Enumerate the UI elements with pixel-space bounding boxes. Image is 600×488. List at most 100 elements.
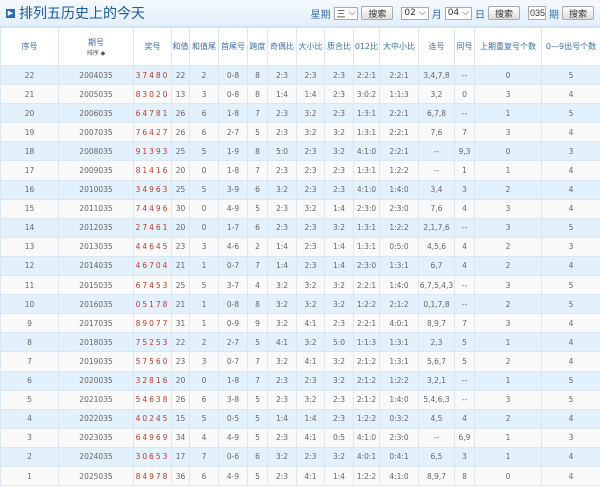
cell-first-last: 1-9: [218, 141, 248, 162]
col-sum: 和值: [171, 27, 190, 66]
cell-same: 0: [454, 84, 475, 105]
col-issue[interactable]: 期号 排序 ◆: [58, 27, 134, 66]
cell-sum-tail: 1: [189, 255, 219, 277]
cell-sum-tail: 6: [189, 103, 219, 124]
cell-ratio-012: 2:1:2: [353, 389, 380, 410]
cell-numbers: 81416: [133, 160, 172, 181]
cell-big-mid-small: 2:2:1: [379, 141, 419, 162]
cell-consecutive: 8,9,7: [418, 313, 455, 334]
cell-digit-count: 4: [541, 351, 600, 372]
cell-digit-count: 4: [541, 198, 600, 219]
cell-numbers: 89077: [133, 313, 172, 334]
col-numbers: 奖号: [133, 27, 172, 66]
cell-odd-even: 1:4: [267, 255, 297, 277]
cell-same: --: [454, 370, 475, 391]
cell-first-last: 3-9: [218, 179, 248, 200]
cell-span: 6: [247, 179, 268, 200]
cell-numbers: 40245: [133, 408, 172, 429]
cell-repeat-count: 3: [474, 122, 542, 143]
day-select[interactable]: 04 ⌵: [444, 6, 472, 20]
cell-consecutive: 2,3: [418, 332, 455, 353]
issue-search-button[interactable]: 搜索: [561, 6, 594, 20]
cell-odd-even: 3:2: [267, 351, 297, 372]
cell-digit-count: 5: [541, 217, 600, 238]
cell-sum: 13: [171, 84, 190, 105]
cell-numbers: 34963: [133, 179, 172, 200]
cell-index: 9: [0, 313, 59, 334]
cell-ratio-012: 2:2:1: [353, 275, 380, 296]
sort-button[interactable]: 排序 ◆: [86, 49, 106, 57]
cell-big-mid-small: 2:2:1: [379, 103, 419, 124]
cell-prime-composite: 1:4: [324, 255, 354, 277]
col-span: 跨度: [247, 27, 268, 66]
cell-sum-tail: 1: [189, 294, 219, 315]
col-big-mid-small: 大中小比: [379, 27, 419, 66]
cell-big-mid-small: 1:4:0: [379, 179, 419, 200]
cell-digit-count: 4: [541, 122, 600, 143]
cell-ratio-012: 4:1:0: [353, 427, 380, 448]
weekday-search-button[interactable]: 搜索: [361, 6, 394, 20]
table-row: 11 2015035 67453 25 5 3-7 4 3:2 3:2 3:2 2:2:1 1:4:0…: [0, 275, 600, 296]
cell-same: 5: [454, 351, 475, 372]
cell-same: 4: [454, 198, 475, 219]
cell-first-last: 4-6: [218, 236, 248, 257]
cell-big-small: 3:2: [296, 122, 325, 143]
cell-big-mid-small: 4:0:1: [379, 313, 419, 334]
cell-span: 7: [247, 103, 268, 124]
cell-repeat-count: 2: [474, 255, 542, 277]
cell-repeat-count: 3: [474, 389, 542, 410]
cell-issue: 2015035: [58, 275, 134, 296]
cell-digit-count: 4: [541, 446, 600, 467]
cell-ratio-012: 4:1:0: [353, 141, 380, 162]
cell-digit-count: 4: [541, 465, 600, 487]
cell-numbers: 91393: [133, 141, 172, 162]
cell-digit-count: 4: [541, 332, 600, 353]
cell-same: 4: [454, 236, 475, 257]
col-same: 同号: [454, 27, 475, 66]
cell-prime-composite: 3:2: [324, 275, 354, 296]
cell-digit-count: 3: [541, 236, 600, 257]
cell-repeat-count: 2: [474, 408, 542, 429]
cell-consecutive: 3,4: [418, 179, 455, 200]
cell-first-last: 0-8: [218, 294, 248, 315]
cell-consecutive: 6,7,8: [418, 103, 455, 124]
cell-numbers: 76427: [133, 122, 172, 143]
cell-repeat-count: 1: [474, 103, 542, 124]
weekday-select[interactable]: 三 ⌵: [333, 6, 359, 20]
cell-big-small: 1:4: [296, 84, 325, 105]
cell-first-last: 1-7: [218, 217, 248, 238]
cell-same: 3: [454, 446, 475, 467]
cell-consecutive: 8,9,7: [418, 465, 455, 487]
cell-odd-even: 2:3: [267, 389, 297, 410]
cell-span: 5: [247, 198, 268, 219]
cell-index: 6: [0, 370, 59, 391]
cell-big-small: 2:3: [296, 217, 325, 238]
month-select[interactable]: 02 ⌵: [401, 6, 429, 20]
cell-digit-count: 5: [541, 389, 600, 410]
cell-numbers: 54638: [133, 389, 172, 410]
cell-numbers: 75253: [133, 332, 172, 353]
cell-span: 5: [247, 122, 268, 143]
cell-ratio-012: 1:3:1: [353, 103, 380, 124]
cell-big-mid-small: 2:3:0: [379, 198, 419, 219]
cell-same: 3: [454, 179, 475, 200]
cell-big-small: 1:4: [296, 408, 325, 429]
cell-span: 7: [247, 160, 268, 181]
table-row: 14 2012035 27461 20 0 1-7 6 2:3 2:3 3:2 1:3:1 1:2:2…: [0, 217, 600, 238]
cell-first-last: 0-7: [218, 255, 248, 277]
cell-ratio-012: 4:0:1: [353, 446, 380, 467]
cell-span: 8: [247, 84, 268, 105]
cell-big-small: 2:3: [296, 160, 325, 181]
cell-repeat-count: 0: [474, 465, 542, 487]
date-search-button[interactable]: 搜索: [487, 6, 520, 20]
cell-repeat-count: 3: [474, 313, 542, 334]
cell-ratio-012: 3:0:2: [353, 84, 380, 105]
table-row: 21 2005035 83020 13 3 0-8 8 1:4 1:4 2:3 3:0:2 1:1:3…: [0, 84, 600, 105]
cell-ratio-012: 2:3:0: [353, 198, 380, 219]
cell-first-last: 0-5: [218, 408, 248, 429]
table-row: 2 2024035 30653 17 7 0-6 6 3:2 2:3 3:2 4:0:1 0:4:1 6…: [0, 446, 600, 467]
cell-odd-even: 3:2: [267, 446, 297, 467]
cell-sum: 23: [171, 236, 190, 257]
issue-input[interactable]: [527, 6, 546, 20]
cell-odd-even: 3:2: [267, 294, 297, 315]
